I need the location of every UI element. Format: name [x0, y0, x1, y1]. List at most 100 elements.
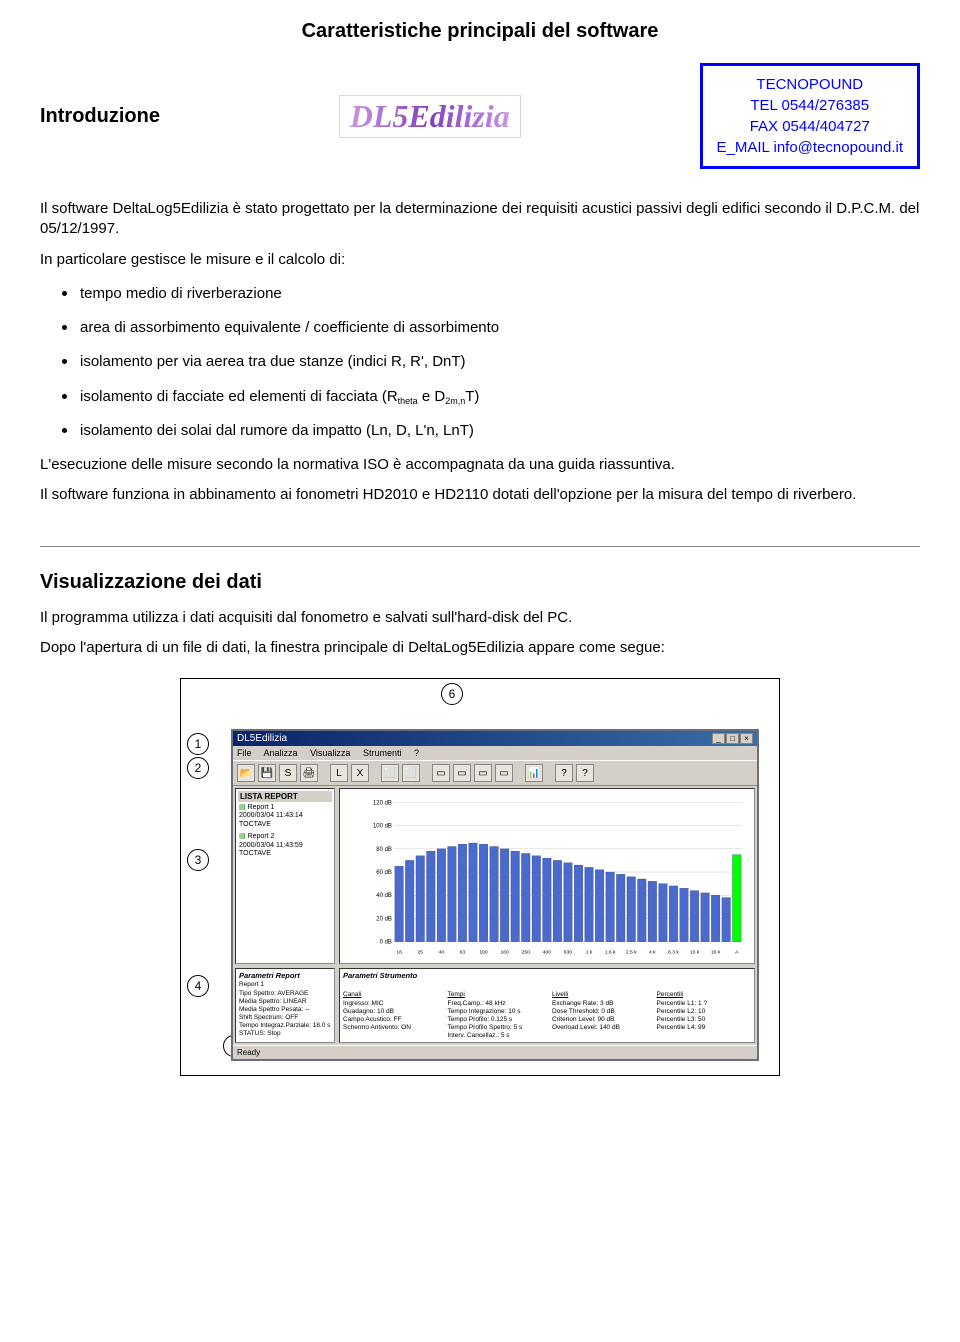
param-col-title: Percentili	[657, 991, 752, 999]
feature-item: isolamento dei solai dal rumore da impat…	[62, 421, 920, 441]
param-row-text: Schermo Antivento: ON	[343, 1024, 438, 1032]
svg-text:10 k: 10 k	[690, 950, 700, 956]
toolbar-button[interactable]: S	[279, 764, 297, 782]
menu-strumenti[interactable]: Strumenti	[363, 748, 402, 758]
main-area: LISTA REPORT ▤ Report 1 2000/03/04 11:43…	[233, 786, 757, 966]
svg-text:40: 40	[439, 950, 445, 956]
report-type: TOCTAVE	[239, 850, 271, 857]
param-row-text: Criterion Level: 90 dB	[552, 1016, 647, 1024]
section2-p1: Il programma utilizza i dati acquisiti d…	[40, 608, 920, 628]
app-window: DL5Edilizia _□× File Analizza Visualizza…	[231, 729, 759, 1061]
report-item[interactable]: ▤ Report 1 2000/03/04 11:43:14 TOCTAVE	[238, 802, 332, 831]
callout-4: 4	[187, 975, 209, 997]
toolbar-button[interactable]: ▭	[495, 764, 513, 782]
toolbar-button[interactable]: X	[351, 764, 369, 782]
toolbar-button[interactable]: ⬜	[381, 764, 399, 782]
svg-text:63: 63	[460, 950, 466, 956]
toolbar-button[interactable]: 📊	[525, 764, 543, 782]
intro-paragraph: Il software DeltaLog5Edilizia è stato pr…	[40, 199, 920, 240]
svg-text:1 k: 1 k	[586, 950, 593, 956]
feature-item: isolamento per via aerea tra due stanze …	[62, 352, 920, 372]
svg-text:20 dB: 20 dB	[376, 916, 392, 922]
section2-p2: Dopo l'apertura di un file di dati, la f…	[40, 638, 920, 658]
callout-6: 6	[441, 683, 463, 705]
param-row-text: Overload Level: 140 dB	[552, 1024, 647, 1032]
toolbar-button[interactable]: ?	[576, 764, 594, 782]
param-row-text: Percentile L1: 1 ?	[657, 1000, 752, 1008]
svg-text:16: 16	[396, 950, 402, 956]
svg-text:16 k: 16 k	[711, 950, 721, 956]
menubar[interactable]: File Analizza Visualizza Strumenti ?	[233, 746, 757, 760]
svg-text:100 dB: 100 dB	[373, 824, 392, 830]
contact-fax: FAX 0544/404727	[717, 116, 903, 137]
toolbar[interactable]: 📂💾S🖨LX⬜⬜▭▭▭▭📊??	[233, 760, 757, 786]
param-row-text: Dose Threshold: 0 dB	[552, 1008, 647, 1016]
callout-1: 1	[187, 733, 209, 755]
svg-text:100: 100	[479, 950, 488, 956]
svg-text:40 dB: 40 dB	[376, 893, 392, 899]
window-title: DL5Edilizia	[237, 733, 287, 744]
param-row-text: Campo Acustico: FF	[343, 1016, 438, 1024]
spectrum-chart: 0 dB20 dB40 dB60 dB80 dB100 dB120 dB1625…	[368, 795, 746, 961]
callout-2: 2	[187, 757, 209, 779]
product-logo: DL5Edilizia	[339, 95, 521, 138]
toolbar-button[interactable]: L	[330, 764, 348, 782]
param-row-text: Tempo Integrazione: 10 s	[448, 1008, 543, 1016]
param-row-text: Exchange Rate: 3 dB	[552, 1000, 647, 1008]
contact-email: E_MAIL info@tecnopound.it	[717, 137, 903, 158]
svg-text:160: 160	[500, 950, 509, 956]
callout-3: 3	[187, 849, 209, 871]
menu-file[interactable]: File	[237, 748, 252, 758]
params-report-header: Parametri Report	[239, 971, 331, 980]
param-col-title: Livelli	[552, 991, 647, 999]
toolbar-button[interactable]: ⬜	[402, 764, 420, 782]
feature-list: tempo medio di riverberazione area di as…	[62, 284, 920, 441]
section-divider	[40, 546, 920, 547]
svg-text:1.6 k: 1.6 k	[605, 950, 616, 956]
menu-help[interactable]: ?	[414, 748, 419, 758]
menu-visualizza[interactable]: Visualizza	[310, 748, 350, 758]
toolbar-button[interactable]: ?	[555, 764, 573, 782]
param-col-title: Canali	[343, 991, 438, 999]
toolbar-button[interactable]: ▭	[474, 764, 492, 782]
report-item[interactable]: ▤ Report 2 2000/03/04 11:43:59 TOCTAVE	[238, 831, 332, 860]
report-name: Report 1	[248, 804, 275, 811]
contact-tel: TEL 0544/276385	[717, 95, 903, 116]
intro-heading: Introduzione	[40, 105, 160, 128]
menu-analizza[interactable]: Analizza	[264, 748, 298, 758]
param-row-text: Percentile L4: 99	[657, 1024, 752, 1032]
svg-text:80 dB: 80 dB	[376, 847, 392, 853]
svg-text:630: 630	[564, 950, 573, 956]
feature-item: area di assorbimento equivalente / coeff…	[62, 318, 920, 338]
toolbar-button[interactable]: 💾	[258, 764, 276, 782]
svg-text:120 dB: 120 dB	[373, 800, 392, 806]
chart-area: 0 dB20 dB40 dB60 dB80 dB100 dB120 dB1625…	[339, 788, 755, 964]
statusbar: Ready	[233, 1045, 757, 1059]
param-row-text: Freq.Camp.: 48 kHz	[448, 1000, 543, 1008]
parameters-row: Parametri Report Report 1 Tipo Spettro: …	[233, 966, 757, 1045]
contact-box: TECNOPOUND TEL 0544/276385 FAX 0544/4047…	[700, 63, 920, 169]
section-heading-visual: Visualizzazione dei dati	[40, 571, 920, 594]
param-row-text: Shift Spectrum: OFF	[239, 1014, 331, 1022]
toolbar-button[interactable]: 🖨	[300, 764, 318, 782]
toolbar-button[interactable]: 📂	[237, 764, 255, 782]
svg-text:60 dB: 60 dB	[376, 870, 392, 876]
params-instrument-header: Parametri Strumento	[343, 971, 751, 980]
window-controls[interactable]: _□×	[711, 733, 753, 744]
param-row-text: Tempo Profilo Spettro: 5 s	[448, 1024, 543, 1032]
feature-item: tempo medio di riverberazione	[62, 284, 920, 304]
param-row-text: STATUS: Stop	[239, 1030, 331, 1038]
main-title: Caratteristiche principali del software	[40, 20, 920, 43]
toolbar-button[interactable]: ▭	[453, 764, 471, 782]
report-list-panel[interactable]: LISTA REPORT ▤ Report 1 2000/03/04 11:43…	[235, 788, 335, 964]
param-row-text: Guadagno: 10 dB	[343, 1008, 438, 1016]
toolbar-button[interactable]: ▭	[432, 764, 450, 782]
param-row-text: Media Spettro: LINEAR	[239, 998, 331, 1006]
param-row-text: Tipo Spettro: AVERAGE	[239, 990, 331, 998]
report-name: Report 2	[248, 833, 275, 840]
window-titlebar[interactable]: DL5Edilizia _□×	[233, 731, 757, 746]
report-ts: 2000/03/04 11:43:59	[239, 842, 303, 849]
software-works-paragraph: Il software funziona in abbinamento ai f…	[40, 485, 920, 505]
screenshot-diagram: 1 2 3 4 5 6 7 DL5Edilizia _□× File Anali…	[180, 678, 780, 1076]
params-report-box: Parametri Report Report 1 Tipo Spettro: …	[235, 968, 335, 1043]
